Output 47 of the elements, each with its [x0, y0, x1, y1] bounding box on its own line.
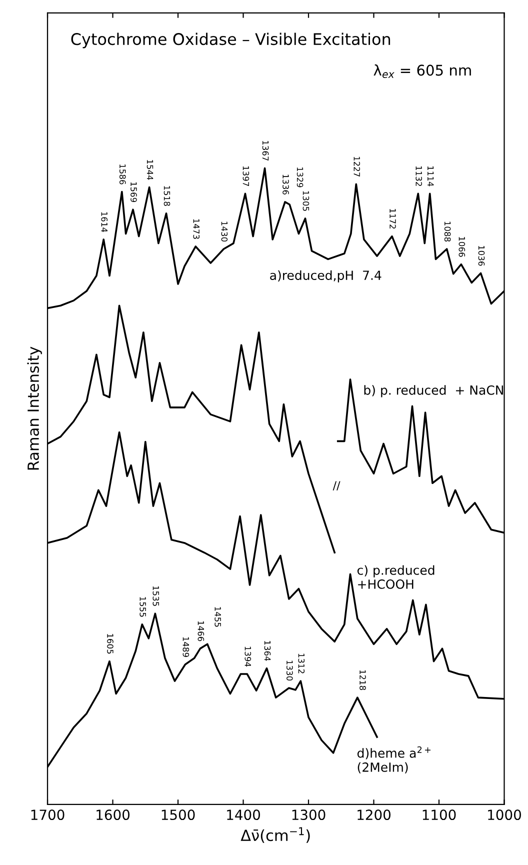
text: d)heme a$^{2+}$ (2MeIm) — [357, 746, 431, 774]
x-tick-label: 1500 — [162, 810, 195, 820]
annotation: 1430 — [221, 222, 228, 242]
chart-subtitle: λ$_{ex}$ = 605 nm — [374, 64, 471, 78]
annotation: 1330 — [286, 660, 293, 681]
annotation: 1336 — [282, 174, 289, 194]
annotation: 1544 — [146, 160, 154, 180]
series-label: b) p. reduced + NaCN — [364, 385, 504, 398]
x-tick-label: 1300 — [292, 810, 326, 820]
annotation: // — [332, 481, 340, 490]
annotation: 1364 — [264, 641, 271, 661]
x-tick-label: 1600 — [96, 810, 130, 820]
annotation: 1305 — [302, 191, 310, 211]
annotation: 1394 — [244, 646, 252, 667]
annotation: 1489 — [182, 637, 190, 657]
annotation: 1367 — [262, 140, 269, 161]
chart-title: Cytochrome Oxidase – Visible Excitation — [71, 32, 390, 48]
annotation: 1114 — [428, 166, 434, 186]
annotation: 1227 — [354, 156, 360, 176]
annotation: 1132 — [416, 166, 422, 186]
y-axis-title: Raman Intensity — [27, 346, 42, 470]
x-tick-label: 1000 — [488, 810, 521, 820]
annotation: 1586 — [119, 164, 126, 184]
x-axis-title: Δν̄(cm$^{−1}$) — [240, 827, 310, 843]
x-tick-label: 1200 — [358, 810, 390, 820]
annotation: 1518 — [164, 186, 170, 206]
x-tick-label: 1400 — [227, 810, 260, 820]
annotation: 1555 — [140, 597, 146, 617]
annotation: 1088 — [444, 222, 451, 242]
annotation: 1614 — [101, 212, 108, 232]
annotation: 1466 — [198, 621, 204, 642]
annotation: 1312 — [298, 654, 305, 674]
annotation: 1172 — [390, 209, 396, 229]
annotation: 1455 — [214, 607, 221, 627]
annotation: 1036 — [478, 246, 485, 266]
annotation: 1218 — [360, 670, 366, 690]
annotation: 1329 — [296, 168, 304, 188]
annotation: 1397 — [242, 166, 250, 186]
annotation: 1535 — [152, 586, 160, 606]
x-tick-label: 1700 — [31, 810, 64, 820]
series-label: c) p.reduced +HCOOH — [357, 565, 434, 589]
series-label: a)reduced,pH 7.4 — [270, 270, 382, 282]
annotation: 1569 — [130, 182, 137, 202]
annotation: 1066 — [458, 237, 466, 257]
annotation: 1605 — [107, 634, 114, 654]
annotation: 1473 — [193, 219, 200, 239]
x-tick-label: 1100 — [422, 810, 456, 820]
